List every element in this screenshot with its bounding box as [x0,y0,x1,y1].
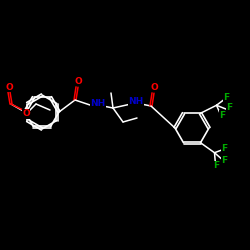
Text: F: F [224,93,230,102]
Text: F: F [222,144,228,153]
Text: O: O [150,82,158,92]
Text: NH: NH [90,98,106,108]
Text: F: F [226,103,232,112]
Text: O: O [22,110,30,118]
Text: F: F [220,111,226,120]
Text: F: F [214,161,220,170]
Text: O: O [5,82,13,92]
Text: F: F [222,156,228,165]
Text: O: O [74,76,82,86]
Text: NH: NH [128,96,144,106]
